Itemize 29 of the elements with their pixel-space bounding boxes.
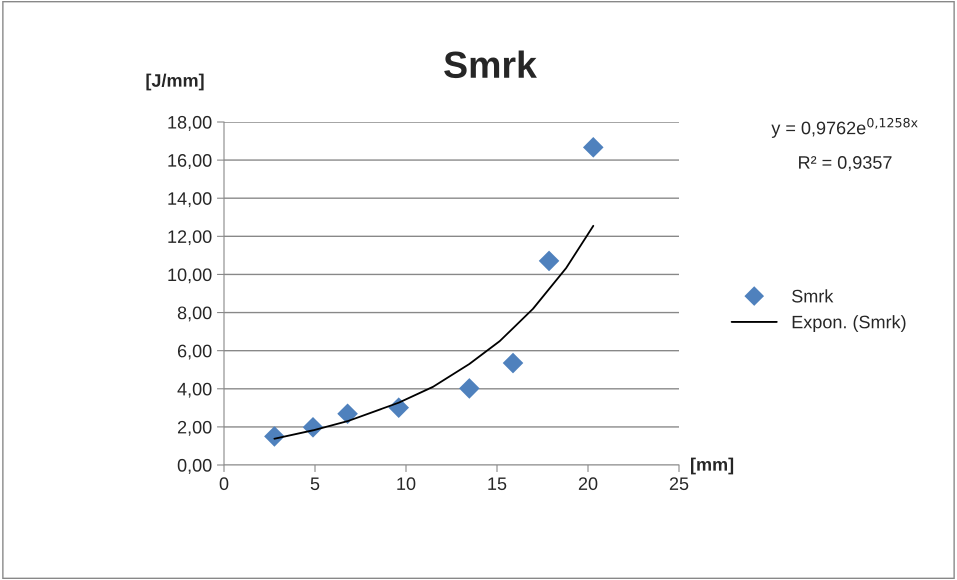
point [502,352,524,374]
point [582,137,604,158]
y-tick-label: 8,00 [178,306,212,322]
y-tick-label: 2,00 [178,420,212,436]
text: R² = 0,9357 [799,156,892,171]
point [459,378,480,399]
text: y = 0,9762e$^{0,1258x}$ [771,118,918,138]
y-tick-label: 4,00 [177,382,212,398]
y-tick-label: 14,00 [168,192,212,208]
point [264,426,285,447]
y-axis-title: [J/mm] [146,74,204,90]
y-tick-label: 12,00 [168,230,212,246]
y-tick-label: 10,00 [168,268,212,284]
x-tick-label: 15 [488,477,506,490]
point [337,403,358,424]
x-tick-label: 5 [310,477,320,490]
point [538,250,560,272]
x-axis-title: [mm] [691,458,734,474]
x-tick-label: 20 [578,477,598,490]
y-tick-label: 6,00 [178,344,212,360]
y-tick-label: 18,00 [168,116,212,131]
y-tick-label: 16,00 [168,154,212,169]
x-tick-label: 25 [670,477,688,490]
x-tick-label: 10 [397,477,416,490]
chart-title: Smrk [444,50,537,78]
legend-label: Smrk [792,289,834,303]
y-tick-label: 0,00 [178,458,212,474]
x-tick-label: 0 [220,477,228,490]
legend-label: Expon. (Smrk) [792,315,906,332]
